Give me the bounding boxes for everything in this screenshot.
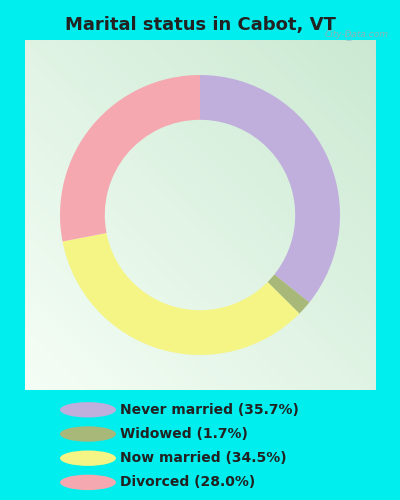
- Text: City-Data.com: City-Data.com: [325, 30, 389, 39]
- Wedge shape: [60, 75, 200, 241]
- Text: Divorced (28.0%): Divorced (28.0%): [120, 476, 255, 490]
- Circle shape: [60, 402, 116, 417]
- Text: Never married (35.7%): Never married (35.7%): [120, 403, 299, 417]
- Circle shape: [60, 450, 116, 466]
- Circle shape: [60, 426, 116, 442]
- Wedge shape: [62, 233, 299, 355]
- Wedge shape: [268, 274, 309, 314]
- Text: Marital status in Cabot, VT: Marital status in Cabot, VT: [64, 16, 336, 34]
- Text: ⓘ: ⓘ: [346, 30, 352, 40]
- Text: Now married (34.5%): Now married (34.5%): [120, 451, 287, 465]
- Text: Widowed (1.7%): Widowed (1.7%): [120, 427, 248, 441]
- Circle shape: [60, 474, 116, 490]
- Wedge shape: [200, 75, 340, 302]
